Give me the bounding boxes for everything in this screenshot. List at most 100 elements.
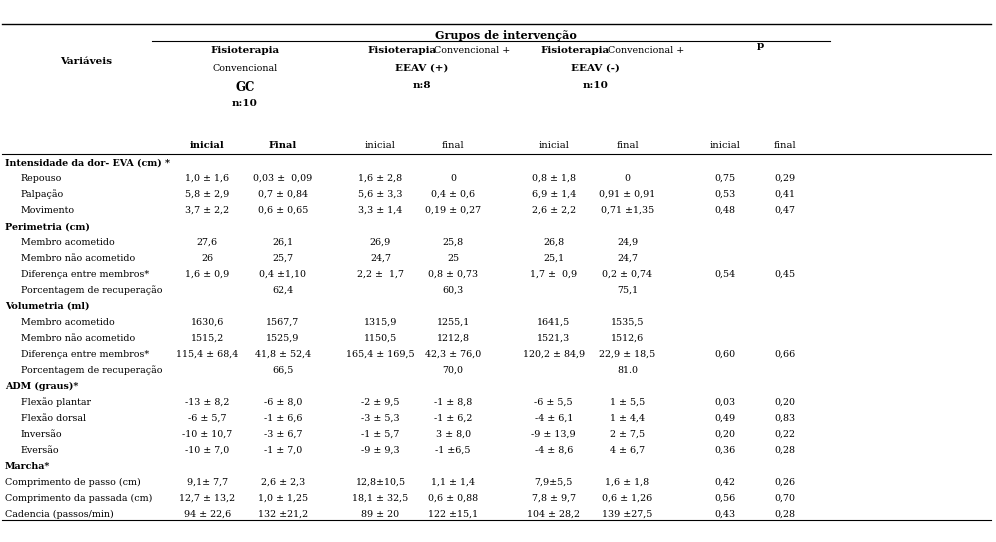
Text: -1 ± 8,8: -1 ± 8,8 xyxy=(434,398,472,407)
Text: 0,2 ± 0,74: 0,2 ± 0,74 xyxy=(603,270,652,279)
Text: n:10: n:10 xyxy=(583,81,609,90)
Text: 0,54: 0,54 xyxy=(714,270,736,279)
Text: 26,1: 26,1 xyxy=(272,238,294,247)
Text: 139 ±27,5: 139 ±27,5 xyxy=(603,510,652,519)
Text: 1 ± 4,4: 1 ± 4,4 xyxy=(610,414,645,423)
Text: Perimetria (cm): Perimetria (cm) xyxy=(5,222,90,231)
Text: 2,6 ± 2,3: 2,6 ± 2,3 xyxy=(261,478,305,487)
Text: Fisioterapia: Fisioterapia xyxy=(210,46,280,55)
Text: Comprimento de passo (cm): Comprimento de passo (cm) xyxy=(5,478,140,487)
Text: -10 ± 7,0: -10 ± 7,0 xyxy=(185,446,229,455)
Text: Variáveis: Variáveis xyxy=(60,57,112,66)
Text: Repouso: Repouso xyxy=(21,174,63,183)
Text: GC: GC xyxy=(235,81,255,94)
Text: Membro não acometido: Membro não acometido xyxy=(21,254,135,263)
Text: 1150,5: 1150,5 xyxy=(364,334,397,343)
Text: 1,6 ± 0,9: 1,6 ± 0,9 xyxy=(185,270,229,279)
Text: 62,4: 62,4 xyxy=(272,286,294,295)
Text: 1,0 ± 1,6: 1,0 ± 1,6 xyxy=(185,174,229,183)
Text: 0,45: 0,45 xyxy=(774,270,796,279)
Text: 1525,9: 1525,9 xyxy=(266,334,300,343)
Text: 1212,8: 1212,8 xyxy=(436,334,470,343)
Text: 0,29: 0,29 xyxy=(774,174,796,183)
Text: 1567,7: 1567,7 xyxy=(266,318,300,327)
Text: 2 ± 7,5: 2 ± 7,5 xyxy=(610,430,645,439)
Text: 22,9 ± 18,5: 22,9 ± 18,5 xyxy=(600,350,655,359)
Text: 0,22: 0,22 xyxy=(774,430,796,439)
Text: 3,3 ± 1,4: 3,3 ± 1,4 xyxy=(359,206,402,215)
Text: 0,42: 0,42 xyxy=(714,478,736,487)
Text: Fisioterapia: Fisioterapia xyxy=(367,46,436,55)
Text: 42,3 ± 76,0: 42,3 ± 76,0 xyxy=(425,350,481,359)
Text: 24,7: 24,7 xyxy=(617,254,638,263)
Text: 0,8 ± 0,73: 0,8 ± 0,73 xyxy=(428,270,478,279)
Text: 0,03 ±  0,09: 0,03 ± 0,09 xyxy=(253,174,313,183)
Text: Membro não acometido: Membro não acometido xyxy=(21,334,135,343)
Text: 1515,2: 1515,2 xyxy=(190,334,224,343)
Text: -6 ± 8,0: -6 ± 8,0 xyxy=(264,398,302,407)
Text: 165,4 ± 169,5: 165,4 ± 169,5 xyxy=(347,350,414,359)
Text: 1512,6: 1512,6 xyxy=(611,334,644,343)
Text: -13 ± 8,2: -13 ± 8,2 xyxy=(185,398,229,407)
Text: 0,03: 0,03 xyxy=(714,398,736,407)
Text: Inversão: Inversão xyxy=(21,430,63,439)
Text: Diferença entre membros*: Diferença entre membros* xyxy=(21,350,149,359)
Text: -1 ± 5,7: -1 ± 5,7 xyxy=(362,430,399,439)
Text: -2 ± 9,5: -2 ± 9,5 xyxy=(362,398,399,407)
Text: 122 ±15,1: 122 ±15,1 xyxy=(428,510,478,519)
Text: Cadencia (passos/min): Cadencia (passos/min) xyxy=(5,510,114,519)
Text: 26,8: 26,8 xyxy=(543,238,565,247)
Text: Marcha*: Marcha* xyxy=(5,462,51,471)
Text: 132 ±21,2: 132 ±21,2 xyxy=(258,510,308,519)
Text: -9 ± 13,9: -9 ± 13,9 xyxy=(532,430,576,439)
Text: 2,6 ± 2,2: 2,6 ± 2,2 xyxy=(532,206,576,215)
Text: 1,6 ± 1,8: 1,6 ± 1,8 xyxy=(606,478,649,487)
Text: 18,1 ± 32,5: 18,1 ± 32,5 xyxy=(353,494,408,503)
Text: 41,8 ± 52,4: 41,8 ± 52,4 xyxy=(255,350,311,359)
Text: 115,4 ± 68,4: 115,4 ± 68,4 xyxy=(176,350,238,359)
Text: 0,36: 0,36 xyxy=(714,446,736,455)
Text: 3,7 ± 2,2: 3,7 ± 2,2 xyxy=(185,206,229,215)
Text: 9,1± 7,7: 9,1± 7,7 xyxy=(186,478,228,487)
Text: 0,26: 0,26 xyxy=(774,478,796,487)
Text: -1 ± 6,2: -1 ± 6,2 xyxy=(434,414,472,423)
Text: 0,83: 0,83 xyxy=(774,414,796,423)
Text: 12,8±10,5: 12,8±10,5 xyxy=(356,478,405,487)
Text: 1315,9: 1315,9 xyxy=(364,318,397,327)
Text: 0,43: 0,43 xyxy=(714,510,736,519)
Text: inicial: inicial xyxy=(190,141,224,150)
Text: final: final xyxy=(442,141,464,150)
Text: 0,4 ±1,10: 0,4 ±1,10 xyxy=(259,270,307,279)
Text: 24,7: 24,7 xyxy=(370,254,391,263)
Text: Porcentagem de recuperação: Porcentagem de recuperação xyxy=(21,286,162,295)
Text: -3 ± 6,7: -3 ± 6,7 xyxy=(264,430,302,439)
Text: Palpação: Palpação xyxy=(21,190,64,199)
Text: Convencional +: Convencional + xyxy=(430,46,510,55)
Text: 0,19 ± 0,27: 0,19 ± 0,27 xyxy=(425,206,481,215)
Text: Fisioterapia: Fisioterapia xyxy=(541,46,610,55)
Text: 26,9: 26,9 xyxy=(370,238,391,247)
Text: 0,6 ± 0,65: 0,6 ± 0,65 xyxy=(258,206,308,215)
Text: EEAV (-): EEAV (-) xyxy=(571,63,621,73)
Text: Volumetria (ml): Volumetria (ml) xyxy=(5,302,90,311)
Text: 0,7 ± 0,84: 0,7 ± 0,84 xyxy=(258,190,308,199)
Text: 1521,3: 1521,3 xyxy=(537,334,571,343)
Text: 25,1: 25,1 xyxy=(543,254,565,263)
Text: inicial: inicial xyxy=(710,141,740,150)
Text: 1641,5: 1641,5 xyxy=(537,318,571,327)
Text: 12,7 ± 13,2: 12,7 ± 13,2 xyxy=(179,494,235,503)
Text: p: p xyxy=(756,41,764,50)
Text: 0,20: 0,20 xyxy=(774,398,796,407)
Text: -6 ± 5,7: -6 ± 5,7 xyxy=(188,414,226,423)
Text: 81.0: 81.0 xyxy=(617,366,638,375)
Text: Diferença entre membros*: Diferença entre membros* xyxy=(21,270,149,279)
Text: -9 ± 9,3: -9 ± 9,3 xyxy=(362,446,399,455)
Text: 0,75: 0,75 xyxy=(714,174,736,183)
Text: final: final xyxy=(617,141,638,150)
Text: 70,0: 70,0 xyxy=(442,366,464,375)
Text: Final: Final xyxy=(269,141,297,150)
Text: 66,5: 66,5 xyxy=(272,366,294,375)
Text: -6 ± 5,5: -6 ± 5,5 xyxy=(535,398,573,407)
Text: 7,9±5,5: 7,9±5,5 xyxy=(535,478,573,487)
Text: 0,41: 0,41 xyxy=(774,190,796,199)
